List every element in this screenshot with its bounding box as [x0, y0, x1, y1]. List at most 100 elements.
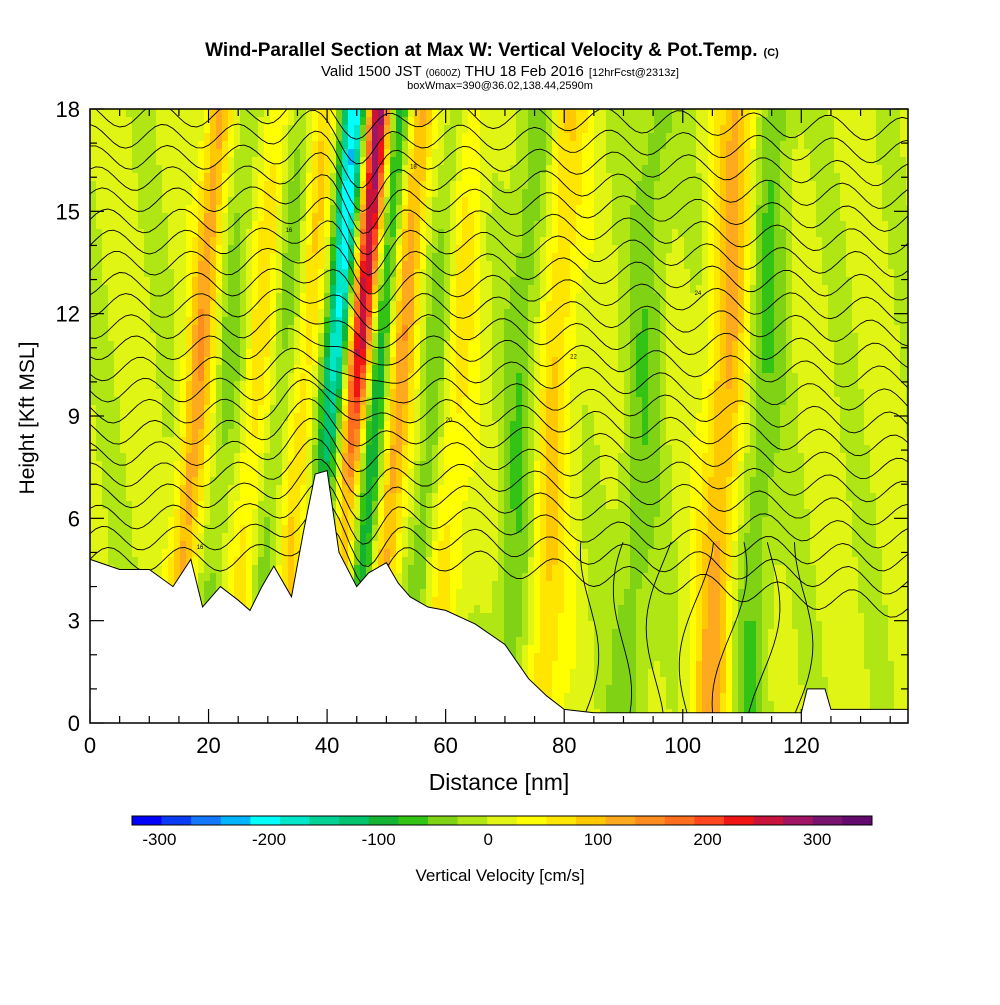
velocity-cell: [360, 221, 367, 230]
velocity-cell: [456, 389, 463, 398]
velocity-cell: [750, 381, 757, 390]
velocity-cell: [642, 221, 649, 230]
velocity-cell: [630, 197, 637, 206]
velocity-cell: [702, 357, 709, 366]
velocity-cell: [762, 341, 769, 350]
velocity-cell: [294, 253, 301, 262]
velocity-cell: [594, 325, 601, 334]
velocity-cell: [198, 365, 205, 374]
velocity-cell: [324, 229, 331, 238]
velocity-cell: [792, 309, 799, 318]
velocity-cell: [522, 269, 529, 278]
velocity-cell: [798, 277, 805, 286]
velocity-cell: [438, 165, 445, 174]
velocity-cell: [678, 117, 685, 126]
velocity-cell: [480, 197, 487, 206]
velocity-cell: [378, 245, 385, 254]
velocity-cell: [468, 253, 475, 262]
velocity-cell: [618, 389, 625, 398]
velocity-cell: [606, 221, 613, 230]
velocity-cell: [204, 269, 211, 278]
velocity-cell: [846, 357, 853, 366]
velocity-cell: [720, 301, 727, 310]
velocity-cell: [798, 205, 805, 214]
velocity-cell: [756, 133, 763, 142]
velocity-cell: [750, 293, 757, 302]
velocity-cell: [684, 357, 691, 366]
velocity-cell: [768, 389, 775, 398]
velocity-cell: [138, 197, 145, 206]
velocity-cell: [90, 213, 97, 222]
velocity-cell: [756, 333, 763, 342]
velocity-cell: [900, 125, 907, 134]
velocity-cell: [828, 341, 835, 350]
velocity-cell: [672, 317, 679, 326]
velocity-cell: [492, 109, 499, 118]
velocity-cell: [102, 317, 109, 326]
velocity-cell: [282, 157, 289, 166]
velocity-cell: [150, 389, 157, 398]
velocity-cell: [498, 213, 505, 222]
velocity-cell: [882, 357, 889, 366]
velocity-cell: [906, 381, 908, 390]
velocity-cell: [708, 109, 715, 118]
velocity-cell: [300, 269, 307, 278]
velocity-cell: [456, 213, 463, 222]
velocity-cell: [432, 189, 439, 198]
velocity-cell: [834, 117, 841, 126]
velocity-cell: [480, 381, 487, 390]
velocity-cell: [456, 173, 463, 182]
velocity-cell: [504, 357, 511, 366]
velocity-cell: [324, 253, 331, 262]
velocity-cell: [588, 389, 595, 398]
velocity-cell: [372, 125, 379, 134]
velocity-cell: [102, 333, 109, 342]
velocity-cell: [486, 277, 493, 286]
velocity-cell: [630, 317, 637, 326]
velocity-cell: [360, 357, 367, 366]
velocity-cell: [354, 181, 361, 190]
velocity-cell: [858, 277, 865, 286]
velocity-cell: [888, 213, 895, 222]
velocity-cell: [324, 397, 331, 406]
velocity-cell: [312, 173, 319, 182]
velocity-cell: [138, 365, 145, 374]
velocity-cell: [192, 181, 199, 190]
velocity-cell: [360, 165, 367, 174]
velocity-cell: [564, 357, 571, 366]
velocity-cell: [390, 117, 397, 126]
velocity-cell: [516, 317, 523, 326]
velocity-cell: [354, 133, 361, 142]
velocity-cell: [516, 165, 523, 174]
velocity-cell: [396, 389, 403, 398]
velocity-cell: [480, 245, 487, 254]
velocity-cell: [834, 365, 841, 374]
velocity-cell: [198, 205, 205, 214]
velocity-cell: [192, 189, 199, 198]
velocity-cell: [810, 237, 817, 246]
velocity-cell: [366, 301, 373, 310]
velocity-cell: [774, 245, 781, 254]
velocity-cell: [438, 333, 445, 342]
velocity-cell: [150, 229, 157, 238]
velocity-cell: [636, 253, 643, 262]
velocity-cell: [438, 309, 445, 318]
velocity-cell: [642, 173, 649, 182]
velocity-cell: [144, 189, 151, 198]
velocity-cell: [132, 109, 139, 118]
velocity-cell: [498, 133, 505, 142]
velocity-cell: [234, 221, 241, 230]
velocity-cell: [624, 149, 631, 158]
velocity-cell: [852, 389, 859, 398]
velocity-cell: [528, 181, 535, 190]
velocity-cell: [90, 245, 97, 254]
velocity-cell: [612, 293, 619, 302]
velocity-cell: [492, 253, 499, 262]
velocity-cell: [822, 285, 829, 294]
velocity-cell: [498, 269, 505, 278]
velocity-cell: [582, 285, 589, 294]
velocity-cell: [390, 325, 397, 334]
velocity-cell: [288, 269, 295, 278]
velocity-cell: [522, 221, 529, 230]
